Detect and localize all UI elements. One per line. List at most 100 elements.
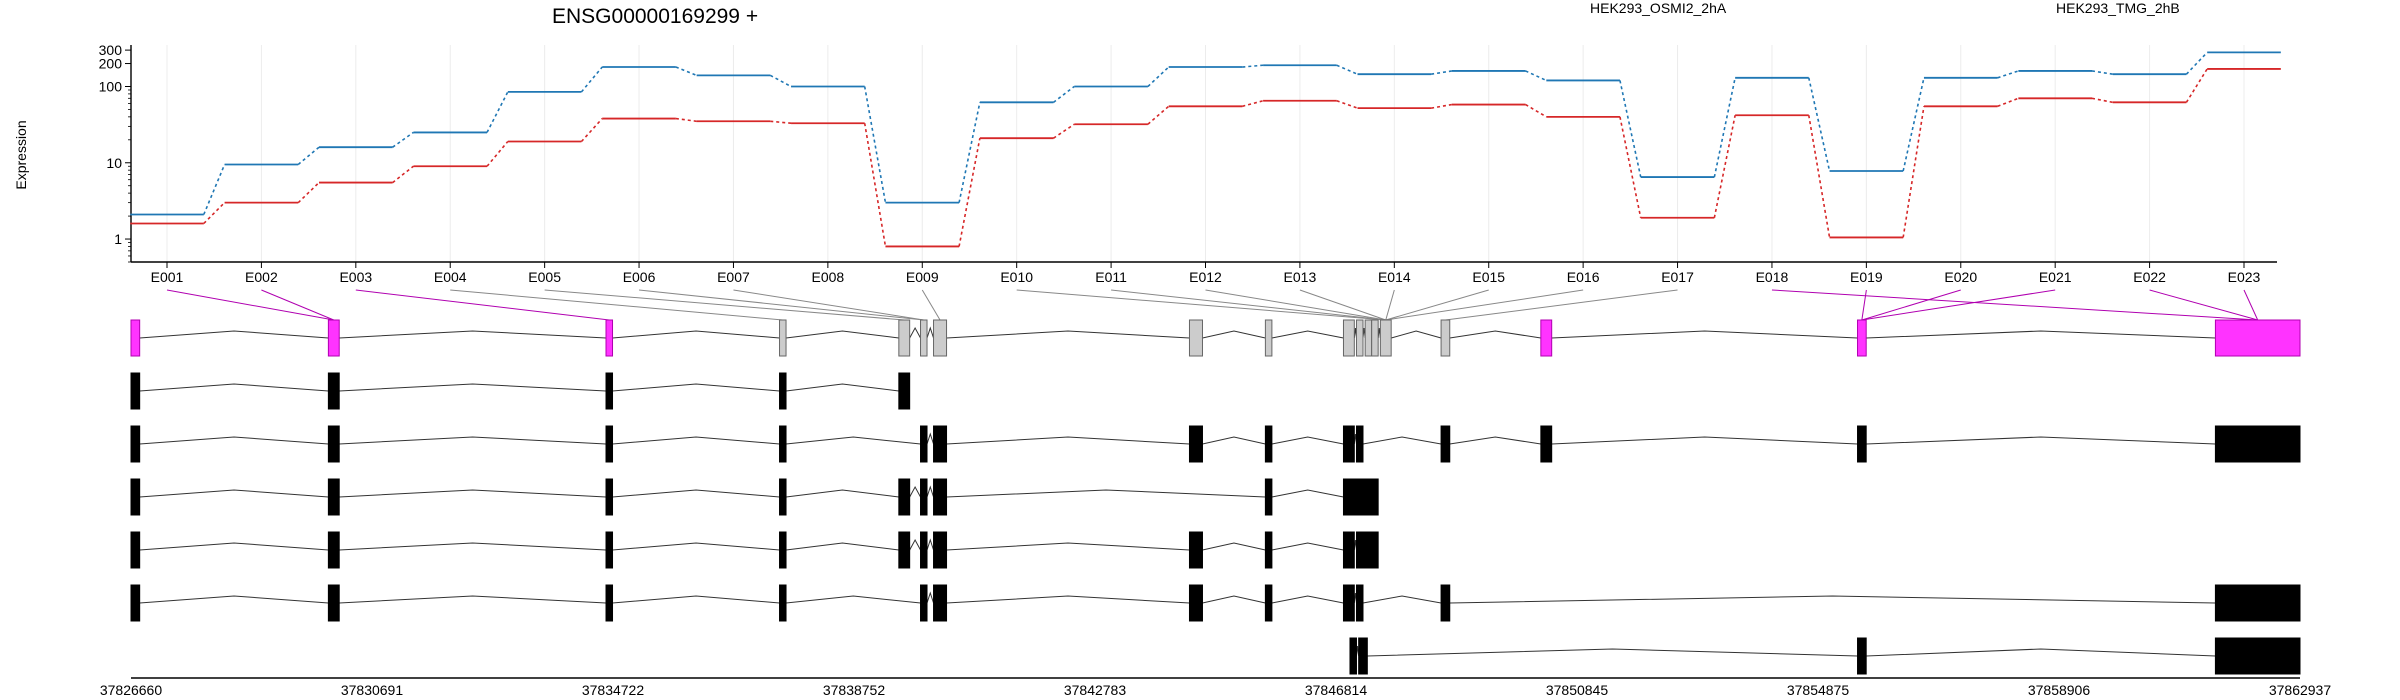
intron [1271, 542, 1344, 551]
intron [1202, 436, 1266, 445]
exon [779, 319, 787, 357]
intron [339, 595, 607, 604]
exon-links [166, 289, 2259, 321]
exon-link-E020 [1861, 289, 1961, 321]
exon [898, 319, 911, 357]
intron [946, 436, 1190, 445]
series-1-connector [1713, 77, 1736, 178]
intron [1362, 595, 1442, 604]
exon [920, 531, 928, 569]
intron [909, 538, 921, 551]
intron [785, 330, 899, 339]
transcript-row-5 [130, 584, 2301, 622]
exon [1358, 637, 1368, 675]
intron [946, 489, 1266, 498]
exon [2214, 319, 2301, 357]
exon [898, 478, 911, 516]
intron [1271, 436, 1344, 445]
exon-bin-label-E003: E003 [339, 269, 372, 285]
exon-link-E009 [921, 289, 941, 321]
intron [926, 432, 935, 445]
series-0-connector [770, 120, 792, 125]
series-layer [130, 51, 2281, 248]
exon [605, 478, 614, 516]
exon [933, 319, 948, 357]
exon [130, 425, 141, 463]
intron [909, 326, 921, 339]
series-0-connector [863, 123, 887, 247]
exon [327, 584, 340, 622]
exon [605, 531, 614, 569]
exon [2214, 637, 2301, 675]
legend-label-osmi2: HEK293_OSMI2_2hA [1590, 0, 1727, 16]
exon [2214, 425, 2301, 463]
series-0-connector [1053, 123, 1075, 139]
intron [612, 383, 780, 392]
exon [327, 319, 340, 357]
intron [1449, 436, 1541, 445]
series-0-connector [297, 181, 320, 204]
series-0-connector [1336, 100, 1358, 109]
exon [920, 319, 928, 357]
series-0-connector [580, 118, 603, 143]
intron [139, 595, 329, 604]
intron [339, 542, 607, 551]
intron [785, 542, 899, 551]
exon [130, 478, 141, 516]
exon-link-E017 [1445, 289, 1678, 321]
exon-link-E016 [1385, 289, 1584, 321]
intron [1551, 436, 1858, 445]
exon-bin-label-E023: E023 [2228, 269, 2261, 285]
exon [1264, 319, 1273, 357]
coordinate-tick-label: 37858906 [2028, 682, 2091, 698]
exon [920, 584, 928, 622]
y-tick-label-200: 200 [99, 56, 123, 72]
series-1-connector [297, 146, 320, 166]
intron [1271, 595, 1344, 604]
exon [1379, 319, 1392, 357]
series-1-connector [486, 91, 509, 133]
exon [605, 584, 614, 622]
series-0-connector [1807, 115, 1831, 238]
coordinate-tick-label: 37842783 [1064, 682, 1127, 698]
transcript-row-6 [1349, 637, 2301, 675]
series-0-connector [1525, 103, 1547, 118]
intron [139, 436, 329, 445]
coordinate-tick-label: 37862937 [2269, 682, 2332, 698]
series-1-connector [1242, 64, 1264, 68]
exon-bin-label-E020: E020 [1944, 269, 1977, 285]
coordinate-tick-label: 37830691 [341, 682, 404, 698]
exon [130, 584, 141, 622]
exon [898, 531, 911, 569]
exon [920, 478, 928, 516]
exon [327, 425, 340, 463]
exon-bin-label-E013: E013 [1284, 269, 1317, 285]
y-tick-label-300: 300 [99, 42, 123, 58]
intron [139, 383, 329, 392]
exon [1440, 584, 1451, 622]
series-1-connector [580, 66, 603, 93]
exon-link-E018 [1771, 289, 2258, 321]
exon [779, 372, 787, 410]
exon [1342, 531, 1355, 569]
exon [605, 372, 614, 410]
exon-link-E012 [1205, 289, 1386, 321]
series-1-connector [392, 131, 414, 148]
transcript-row-3 [130, 478, 1379, 516]
exon-link-E007 [733, 289, 924, 321]
series-1-connector [1997, 70, 2019, 79]
exon-bin-label-E008: E008 [812, 269, 845, 285]
exon [605, 319, 614, 357]
intron [909, 485, 921, 498]
exon-link-E023 [2243, 289, 2259, 321]
coordinate-axis: 37826660 37830691 37834722 37838752 37842783… [100, 677, 2332, 698]
exon [779, 531, 787, 569]
exon-link-E002 [261, 289, 334, 321]
exon [1342, 425, 1355, 463]
series-1-connector [1525, 70, 1547, 82]
series-1-connector [958, 102, 981, 203]
exon [327, 372, 340, 410]
series-0-connector [1997, 97, 2019, 108]
series-1-connector [203, 164, 226, 215]
intron [926, 591, 935, 604]
